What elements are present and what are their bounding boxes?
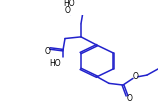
Text: HO: HO — [63, 0, 75, 8]
Text: HO: HO — [49, 59, 61, 68]
Text: O: O — [133, 72, 139, 81]
Text: O: O — [65, 6, 71, 15]
Text: O: O — [45, 47, 51, 56]
Text: O: O — [127, 94, 133, 103]
